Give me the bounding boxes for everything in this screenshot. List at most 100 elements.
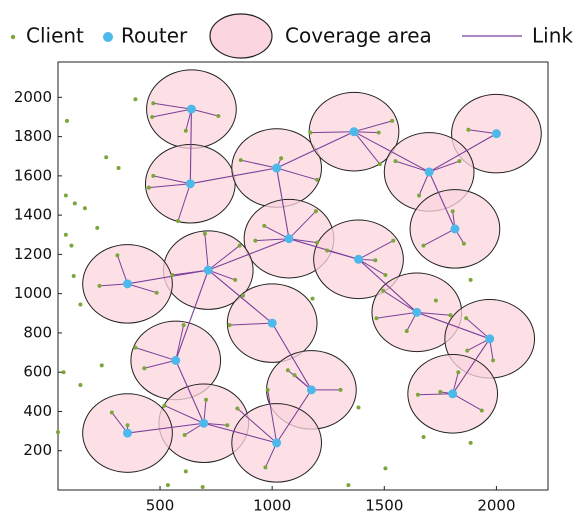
client: [56, 430, 60, 435]
client: [183, 128, 188, 133]
client-link: [229, 322, 273, 326]
router-layer: [123, 104, 501, 448]
client: [457, 159, 462, 164]
router-link: [358, 258, 418, 313]
client-link: [468, 129, 497, 135]
client: [151, 173, 156, 178]
router: [412, 307, 422, 317]
client: [374, 316, 379, 321]
y-tick-label: 1400: [14, 206, 52, 224]
client: [237, 243, 242, 248]
router: [199, 418, 209, 428]
client-link: [240, 159, 277, 169]
client: [241, 293, 246, 298]
client-link: [288, 238, 318, 244]
client: [72, 201, 77, 206]
client: [373, 258, 378, 263]
router: [123, 428, 133, 438]
router: [450, 224, 460, 234]
client: [438, 389, 443, 394]
client-layer: [56, 97, 496, 490]
client: [154, 290, 159, 295]
client-link: [353, 131, 381, 165]
client: [404, 328, 409, 333]
router: [272, 163, 282, 173]
router: [123, 279, 133, 289]
router-link: [189, 109, 192, 184]
client-link: [267, 389, 278, 443]
client-link: [358, 258, 386, 276]
client: [383, 273, 388, 278]
router: [485, 334, 495, 344]
client-link: [153, 175, 191, 185]
client: [325, 248, 330, 253]
client: [181, 323, 186, 328]
client-link: [452, 393, 483, 411]
router-link: [416, 311, 490, 340]
client: [204, 397, 209, 402]
client: [125, 423, 130, 428]
client: [450, 209, 455, 214]
y-tick-label: 600: [23, 363, 52, 381]
client: [466, 127, 471, 132]
router: [306, 385, 316, 395]
x-tick-label: 2000: [477, 497, 515, 515]
client: [315, 240, 320, 245]
client-link: [376, 311, 417, 319]
router: [171, 355, 181, 365]
client: [99, 363, 104, 368]
plot-layers: [56, 69, 542, 490]
router: [186, 104, 196, 114]
client-link: [423, 228, 456, 247]
client-link: [135, 347, 176, 361]
client-link: [191, 108, 219, 117]
client-link: [164, 405, 204, 424]
client-link: [465, 317, 491, 340]
router-link: [276, 389, 312, 444]
legend-coverage-marker: [209, 13, 273, 59]
client-link: [255, 238, 290, 242]
client: [78, 382, 83, 387]
client: [61, 370, 66, 375]
client: [165, 483, 170, 488]
client: [64, 118, 69, 123]
router-link: [175, 269, 209, 361]
legend-label: Router: [121, 24, 188, 48]
router-link: [127, 422, 204, 434]
y-tick-label: 1200: [14, 245, 52, 263]
router-link: [207, 269, 273, 324]
client: [142, 366, 147, 371]
client: [262, 223, 267, 228]
y-tick-label: 1800: [14, 127, 52, 145]
legend-label: Client: [26, 24, 84, 48]
router-link: [452, 338, 491, 395]
client: [468, 277, 473, 282]
client: [421, 243, 426, 248]
y-tick-label: 400: [23, 402, 52, 420]
client: [285, 368, 290, 373]
client: [456, 370, 461, 375]
router: [272, 438, 282, 448]
client: [346, 483, 351, 488]
client-link: [116, 255, 128, 285]
client: [183, 469, 188, 474]
router-link: [190, 167, 277, 185]
x-tick-label: 1500: [365, 497, 403, 515]
client: [383, 466, 388, 471]
client: [227, 323, 232, 328]
client: [133, 345, 138, 350]
router-link: [271, 322, 312, 391]
client: [448, 313, 453, 318]
client-link: [358, 240, 394, 260]
router-link: [353, 131, 430, 173]
client: [465, 348, 470, 353]
router-link: [208, 238, 290, 271]
client: [182, 433, 187, 438]
client: [417, 193, 422, 198]
client-link: [428, 160, 460, 173]
client: [381, 288, 386, 293]
client: [338, 387, 343, 392]
router: [354, 254, 364, 264]
router: [448, 389, 458, 399]
